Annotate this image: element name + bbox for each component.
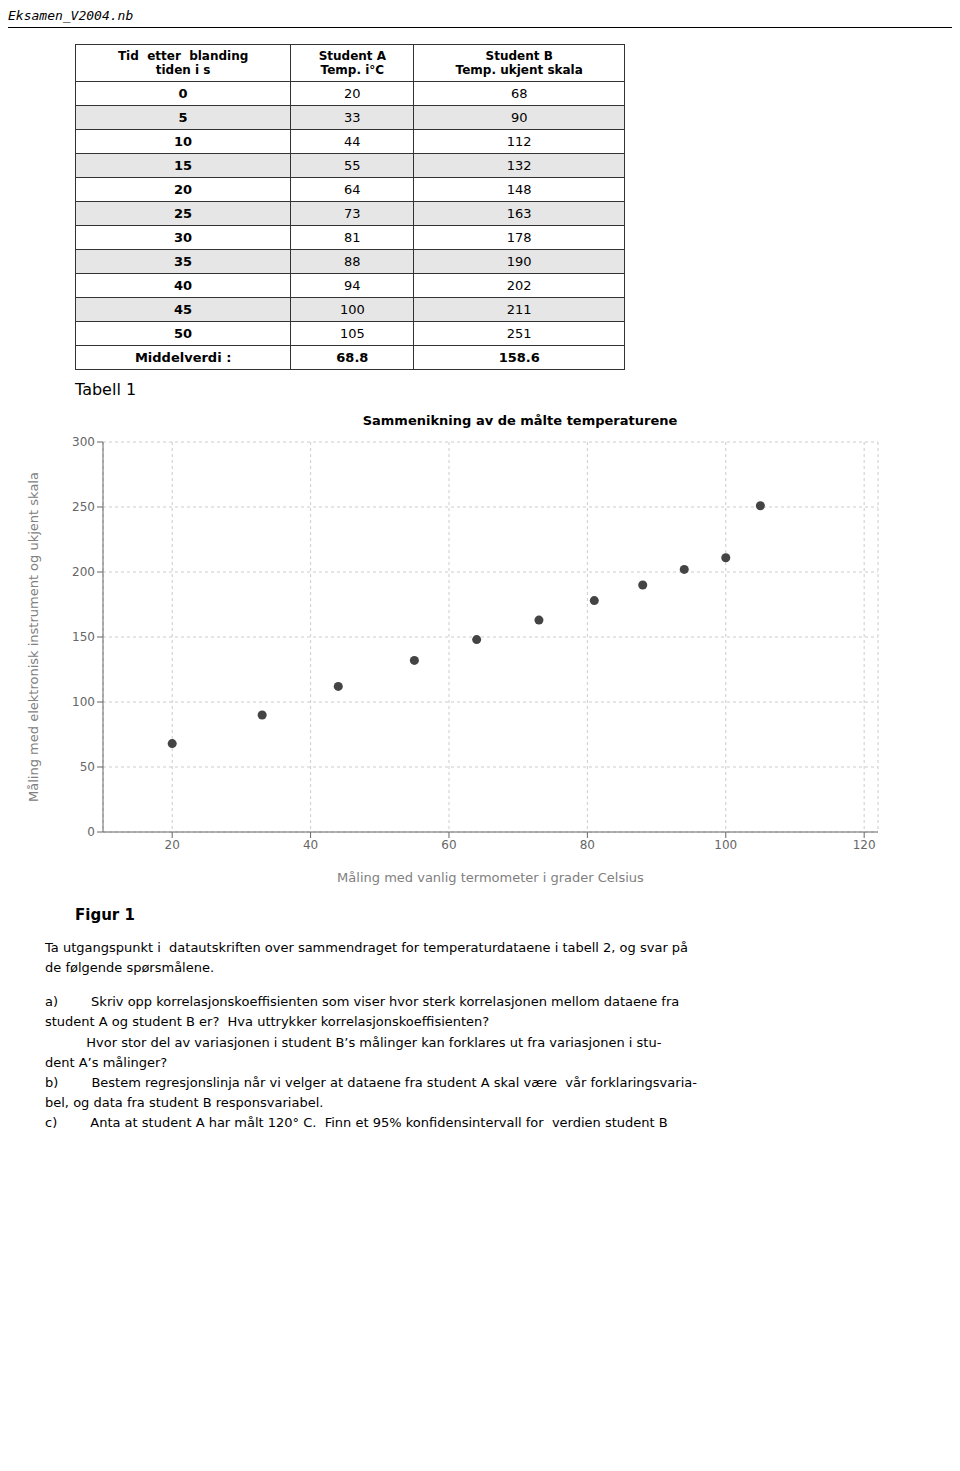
- html-text:163: 163: [506, 206, 532, 221]
- svg-text:Måling med elektronisk instrum: Måling med elektronisk instrument og ukj…: [26, 472, 41, 802]
- html-text:94: 94: [344, 278, 361, 293]
- html-text:25: 25: [174, 206, 193, 221]
- html-text:Eksamen_V2004.nb: Eksamen_V2004.nb: [8, 8, 134, 23]
- html-text:40: 40: [174, 278, 193, 293]
- svg-text:200: 200: [72, 565, 95, 579]
- html-text:88: 88: [344, 254, 361, 269]
- html-text:student A og student B er? Hva: student A og student B er? Hva uttrykker…: [45, 1014, 490, 1030]
- html-text:Tid etter blanding tiden i s: Tid etter blanding tiden i s: [117, 49, 249, 77]
- html-text:105: 105: [339, 326, 365, 341]
- svg-text:20: 20: [165, 838, 180, 852]
- html-text:45: 45: [174, 302, 193, 317]
- svg-text:100: 100: [72, 695, 95, 709]
- svg-text:40: 40: [303, 838, 318, 852]
- html-text:158.6: 158.6: [498, 350, 540, 365]
- html-text:68.8: 68.8: [336, 350, 369, 365]
- html-text:211: 211: [506, 302, 532, 317]
- html-text:73: 73: [344, 206, 361, 221]
- html-text:Sammenikning av de målte tempe: Sammenikning av de målte temperaturene: [362, 413, 678, 428]
- html-text:112: 112: [506, 134, 532, 149]
- html-text:c) Anta at student A har målt: c) Anta at student A har målt 120° C. Fi…: [45, 1115, 668, 1131]
- svg-text:50: 50: [80, 760, 95, 774]
- html-text:Hvor stor del av variasjonen i: Hvor stor del av variasjonen i student B…: [45, 1034, 662, 1050]
- html-text:bel, og data fra student B res: bel, og data fra student B responsvariab…: [45, 1095, 324, 1110]
- html-text:148: 148: [506, 182, 532, 197]
- html-text:5: 5: [178, 110, 188, 125]
- html-text:Tabell 1: Tabell 1: [75, 380, 137, 399]
- html-text:35: 35: [174, 254, 193, 269]
- html-text:Figur 1: Figur 1: [75, 906, 135, 924]
- svg-text:80: 80: [580, 838, 595, 852]
- html-text:44: 44: [344, 134, 361, 149]
- html-text:20: 20: [174, 182, 193, 197]
- html-text:Student A Temp. i°C: Student A Temp. i°C: [318, 49, 386, 77]
- html-text:15: 15: [174, 158, 193, 173]
- html-text:100: 100: [339, 302, 365, 317]
- html-text:50: 50: [174, 326, 193, 341]
- html-text:202: 202: [506, 278, 532, 293]
- svg-text:100: 100: [714, 838, 737, 852]
- html-text:20: 20: [344, 86, 361, 101]
- html-text:b) Bestem regresjonslinja når: b) Bestem regresjonslinja når vi velger …: [45, 1074, 697, 1090]
- html-text:132: 132: [506, 158, 532, 173]
- html-text:90: 90: [510, 110, 528, 125]
- svg-text:300: 300: [72, 435, 95, 449]
- svg-text:150: 150: [72, 630, 95, 644]
- svg-text:250: 250: [72, 500, 95, 514]
- html-text:Student B Temp. ukjent skala: Student B Temp. ukjent skala: [455, 49, 583, 77]
- html-text:178: 178: [506, 230, 532, 245]
- svg-text:120: 120: [853, 838, 876, 852]
- svg-text:Måling med vanlig termometer i: Måling med vanlig termometer i grader Ce…: [337, 870, 644, 885]
- html-text:251: 251: [506, 326, 532, 341]
- html-text:Middelverdi :: Middelverdi :: [134, 350, 232, 365]
- html-text:a) Skriv opp korrelasjonskoeff: a) Skriv opp korrelasjonskoeffisienten s…: [45, 994, 680, 1010]
- html-text:68: 68: [510, 86, 528, 101]
- html-text:Ta utgangspunkt i datautskrift: Ta utgangspunkt i datautskriften over sa…: [45, 940, 689, 976]
- html-text:33: 33: [344, 110, 361, 125]
- svg-text:60: 60: [441, 838, 456, 852]
- html-text:30: 30: [174, 230, 193, 245]
- html-text:55: 55: [344, 158, 361, 173]
- html-text:190: 190: [506, 254, 532, 269]
- svg-text:0: 0: [87, 825, 95, 839]
- html-text:0: 0: [178, 86, 188, 101]
- html-text:81: 81: [344, 230, 361, 245]
- html-text:dent A’s målinger?: dent A’s målinger?: [45, 1054, 168, 1070]
- html-text:64: 64: [344, 182, 361, 197]
- html-text:10: 10: [174, 134, 193, 149]
